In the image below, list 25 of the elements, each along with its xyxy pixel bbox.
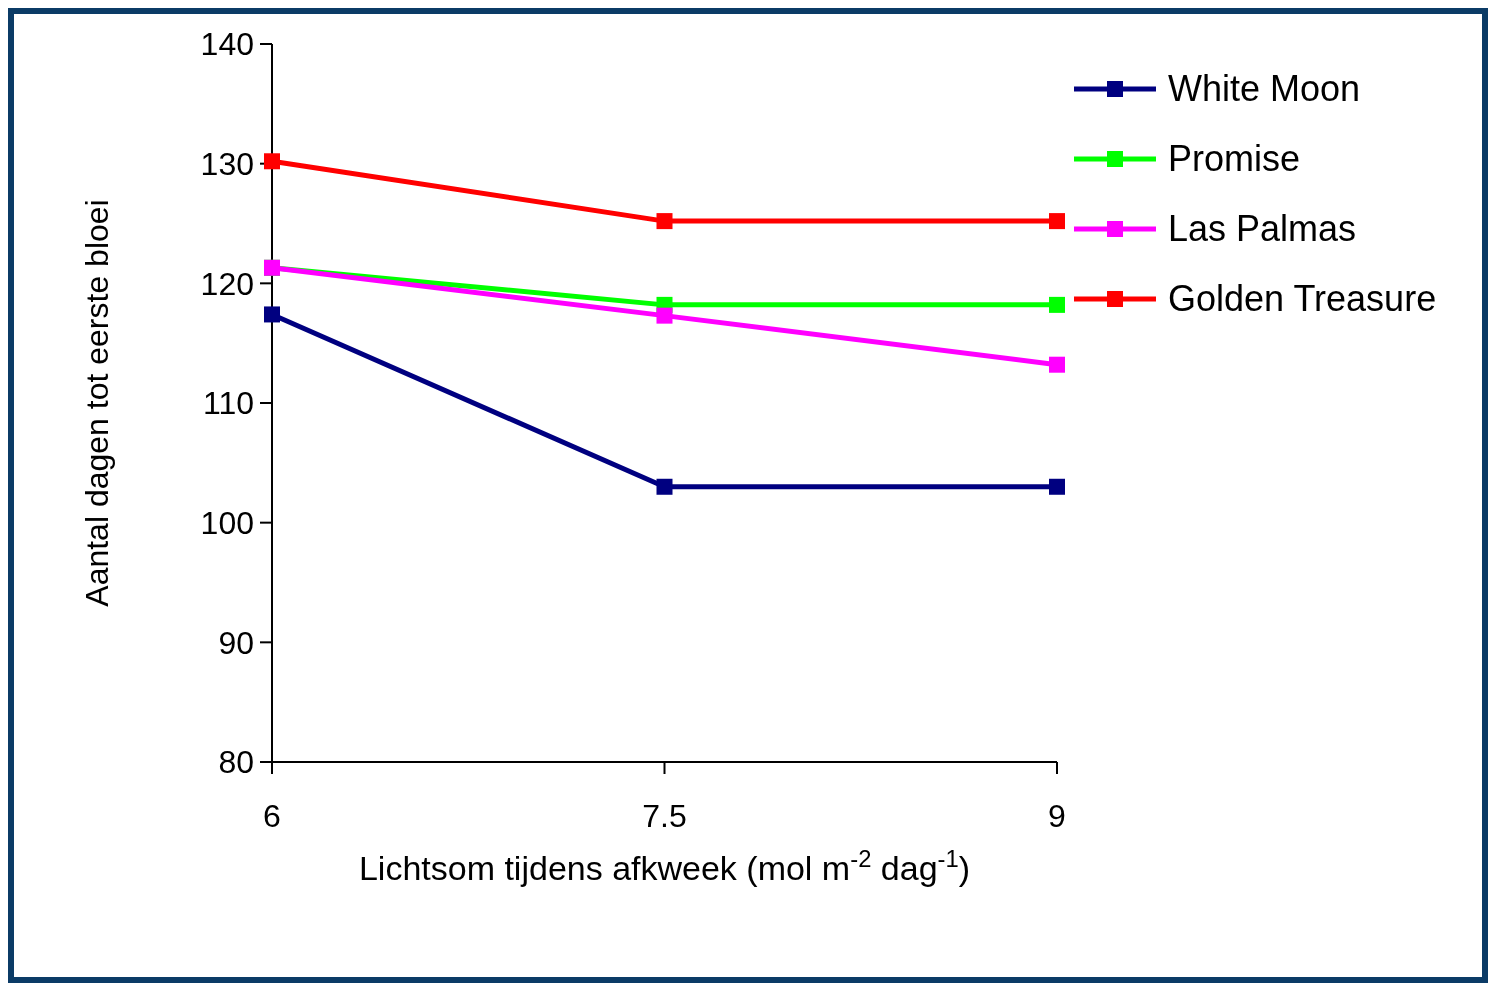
legend-label: Las Palmas xyxy=(1168,208,1357,250)
point xyxy=(656,478,673,495)
point xyxy=(1049,213,1065,230)
y-tick-label: 120 xyxy=(200,265,254,302)
x-tick-label: 7.5 xyxy=(642,797,687,834)
point xyxy=(1049,296,1065,313)
point xyxy=(656,307,673,324)
point xyxy=(1049,478,1065,495)
y-tick-label: 110 xyxy=(202,385,254,422)
point xyxy=(264,153,280,170)
point xyxy=(1049,356,1065,373)
y-tick-label: 80 xyxy=(218,744,254,781)
x-axis-title: Lichtsom tijdens afkweek (mol m$^{-2}$ dag$^{-1}$) xyxy=(358,844,971,887)
x-tick-label: 6 xyxy=(263,797,281,834)
y-axis-title: Aantal dagen tot eerste bloei xyxy=(79,199,116,607)
y-tick-label: 90 xyxy=(218,624,254,661)
y-tick-label: 130 xyxy=(200,146,254,183)
y-tick-label: 100 xyxy=(200,505,254,542)
legend-label: Golden Treasure xyxy=(1168,278,1437,320)
point xyxy=(264,306,280,323)
y-tick-label: 140 xyxy=(200,26,254,63)
x-tick-label: 9 xyxy=(1048,797,1066,834)
point xyxy=(656,213,673,230)
legend-label: White Moon xyxy=(1168,68,1361,110)
legend-label: Promise xyxy=(1168,138,1301,180)
